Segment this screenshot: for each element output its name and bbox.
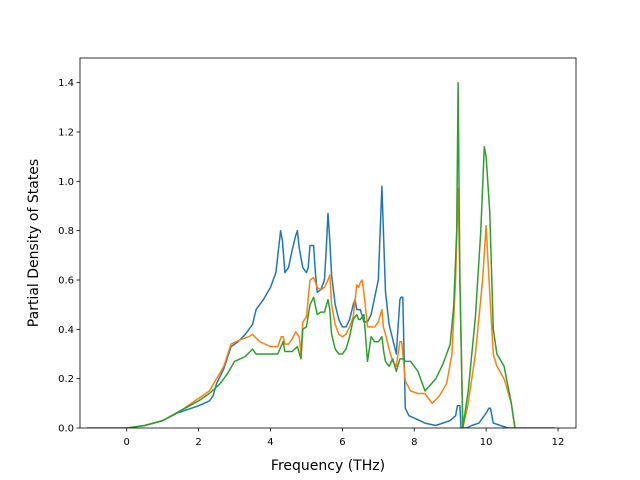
y-tick-label: 1.2 <box>58 128 74 139</box>
x-tick-label: 12 <box>552 437 565 448</box>
y-tick-label: 0.6 <box>58 276 74 287</box>
y-tick-label: 1.0 <box>58 177 74 188</box>
x-axis: 0 2 4 6 8 10 12 <box>124 428 565 448</box>
x-tick-label: 8 <box>411 437 417 448</box>
x-tick-label: 2 <box>195 437 201 448</box>
x-tick-label: 0 <box>124 437 130 448</box>
y-axis: 0.0 0.2 0.4 0.6 0.8 1.0 1.2 1.4 <box>58 78 80 435</box>
x-axis-label: Frequency (THz) <box>271 458 385 474</box>
y-tick-label: 0.0 <box>58 424 74 435</box>
plot-lines <box>86 81 556 428</box>
y-tick-label: 0.2 <box>58 374 74 385</box>
plot-frame <box>79 57 577 429</box>
x-tick-label: 4 <box>267 437 273 448</box>
series-line-1 <box>86 185 556 428</box>
y-tick-label: 1.4 <box>58 78 74 89</box>
y-tick-label: 0.8 <box>58 226 74 237</box>
x-tick-label: 10 <box>480 437 493 448</box>
x-tick-label: 6 <box>339 437 345 448</box>
y-tick-label: 0.4 <box>58 325 74 336</box>
series-line-3 <box>125 81 516 428</box>
y-axis-label: Partial Density of States <box>26 159 42 327</box>
